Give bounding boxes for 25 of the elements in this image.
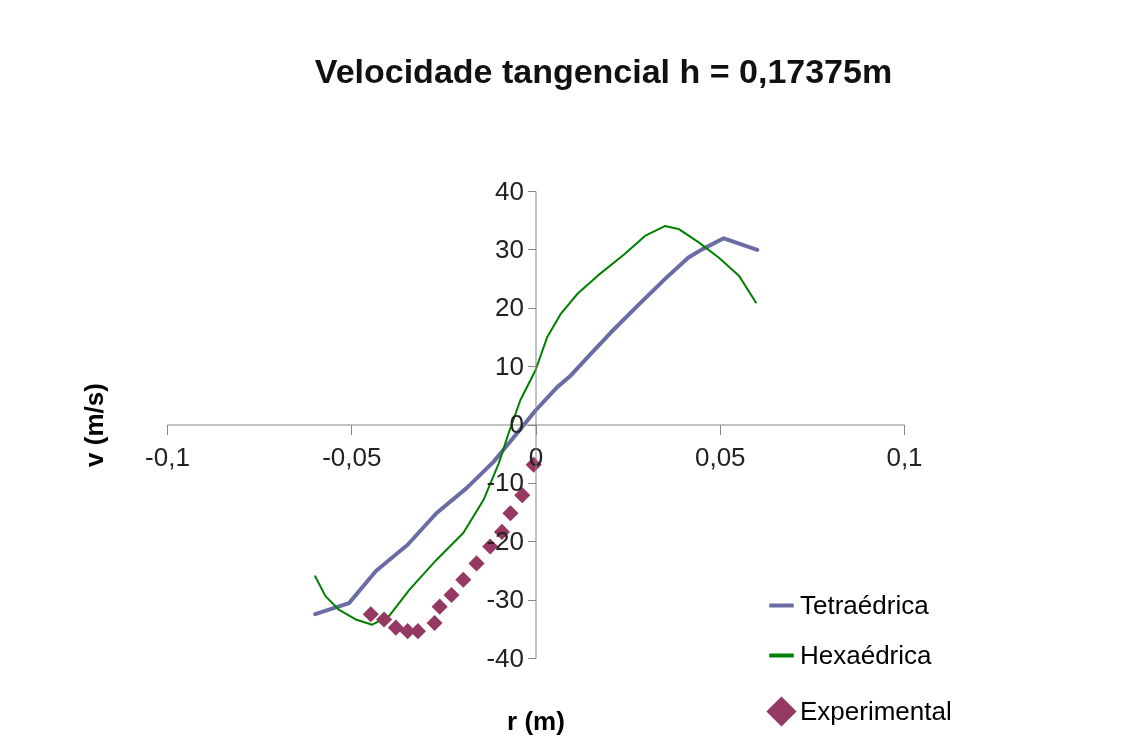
x-axis-title: r (m)	[507, 705, 565, 736]
point	[362, 606, 379, 623]
y-tick-label: 10	[495, 350, 524, 381]
x-tick-label: -0,05	[322, 442, 382, 472]
point	[502, 505, 519, 522]
point	[468, 555, 485, 572]
y-tick-label: -30	[486, 584, 524, 615]
y-tick-label: 40	[495, 175, 524, 206]
point	[455, 571, 472, 588]
legend-label: Hexaédrica	[800, 639, 933, 670]
point	[375, 611, 393, 628]
y-tick-label: 20	[495, 292, 524, 323]
x-tick-label: -0,1	[145, 442, 190, 472]
y-axis-title: v (m/s)	[78, 383, 109, 467]
legend-label: Experimental	[800, 695, 952, 726]
chart-title: Velocidade tangencial h = 0,17375m	[314, 52, 893, 90]
x-tick-label: 0,1	[886, 442, 923, 472]
point	[443, 586, 460, 604]
y-tick-label: 30	[495, 233, 524, 264]
point	[426, 614, 443, 632]
point	[387, 619, 404, 636]
x-tick-label: 0,05	[694, 442, 746, 472]
y-tick-label: -40	[486, 642, 524, 673]
legend-label: Tetraédrica	[800, 589, 930, 620]
point	[431, 598, 448, 615]
